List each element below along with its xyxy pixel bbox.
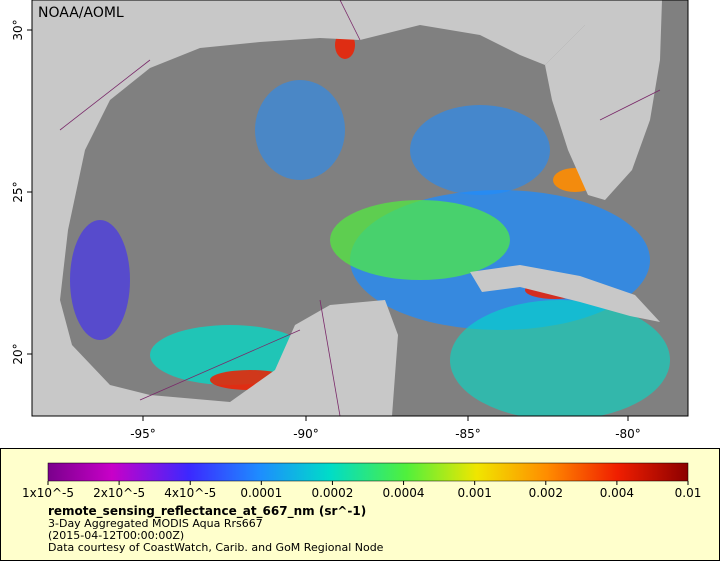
colorbar-label: 0.0001 xyxy=(240,486,282,500)
credit: NOAA/AOML xyxy=(38,5,124,21)
colorbar-label: 0.0002 xyxy=(311,486,353,500)
colorbar-label: 1x10^-5 xyxy=(22,486,74,500)
legend-line: (2015-04-12T00:00:00Z) xyxy=(48,529,184,542)
colorbar-label: 0.01 xyxy=(675,486,702,500)
colorbar-label: 0.004 xyxy=(600,486,634,500)
lon-label: -90° xyxy=(293,427,319,441)
lat-label: 20° xyxy=(11,343,25,364)
colorbar-label: 0.001 xyxy=(457,486,491,500)
colorbar xyxy=(47,462,689,482)
data-patch xyxy=(255,80,345,180)
legend-line: 3-Day Aggregated MODIS Aqua Rrs667 xyxy=(48,517,263,530)
lat-label: 25° xyxy=(11,181,25,202)
colorbar-label: 0.0004 xyxy=(383,486,425,500)
lon-label: -80° xyxy=(615,427,641,441)
data-patch xyxy=(330,200,510,280)
legend-line: Data courtesy of CoastWatch, Carib. and … xyxy=(48,541,384,554)
legend-title: remote_sensing_reflectance_at_667_nm (sr… xyxy=(48,504,366,519)
colorbar-label: 0.002 xyxy=(529,486,563,500)
colorbar-label: 2x10^-5 xyxy=(93,486,145,500)
lon-label: -85° xyxy=(455,427,481,441)
lat-label: 30° xyxy=(11,19,25,40)
borders xyxy=(59,0,661,416)
colorbar-label: 4x10^-5 xyxy=(164,486,216,500)
land-cuba xyxy=(470,265,660,322)
data-patch xyxy=(150,325,310,385)
land-florida xyxy=(545,0,662,200)
lon-label: -95° xyxy=(130,427,156,441)
data-patch xyxy=(450,300,670,416)
land-mexico-us xyxy=(32,0,590,416)
map-area xyxy=(32,0,688,416)
data-patch xyxy=(70,220,130,340)
map-frame xyxy=(31,0,689,417)
data-patch xyxy=(410,105,550,195)
